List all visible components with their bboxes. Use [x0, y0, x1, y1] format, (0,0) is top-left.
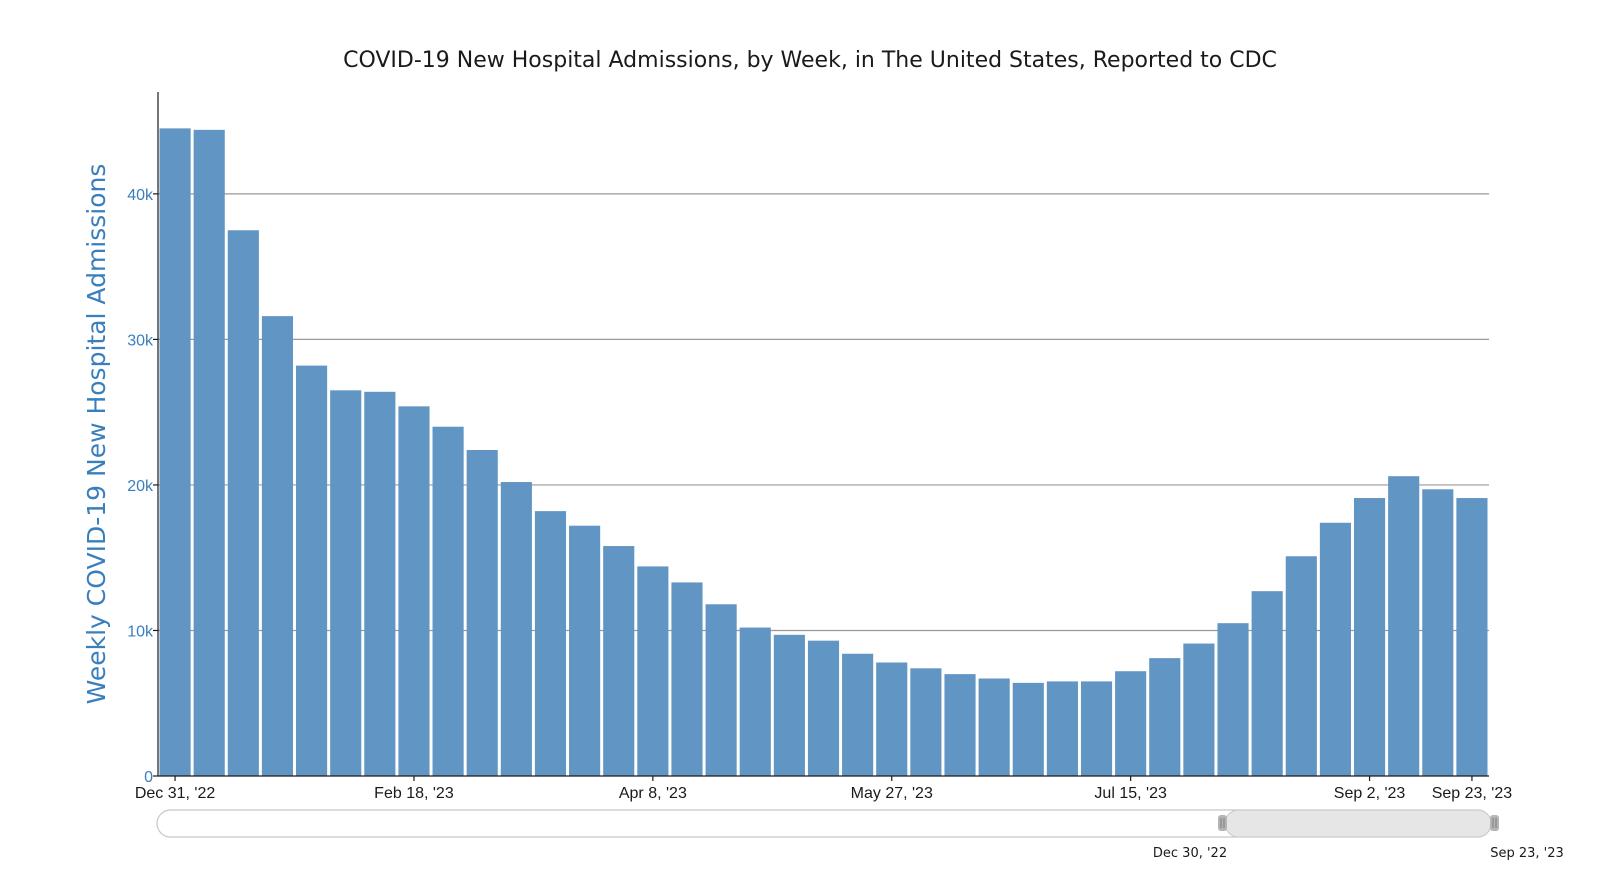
range-slider-left-handle[interactable] — [1218, 815, 1227, 831]
bar[interactable] — [944, 674, 976, 776]
bar[interactable] — [671, 582, 703, 776]
range-slider-end-label: Sep 23, '23 — [1490, 846, 1564, 861]
y-tick-label: 10k — [127, 623, 154, 640]
x-ticks: Dec 31, '22 Feb 18, '23 Apr 8, '23 May 27, … — [135, 776, 1512, 802]
bar[interactable] — [1251, 591, 1283, 776]
bar[interactable] — [227, 230, 259, 776]
x-tick-label: Jul 15, '23 — [1094, 785, 1167, 802]
bar[interactable] — [1456, 498, 1488, 776]
x-tick-label: Feb 18, '23 — [374, 785, 454, 802]
bar[interactable] — [773, 634, 805, 776]
bar[interactable] — [1115, 671, 1147, 776]
bar[interactable] — [159, 128, 191, 776]
bar[interactable] — [876, 662, 908, 776]
chart-title: COVID-19 New Hospital Admissions, by Wee… — [343, 48, 1277, 73]
bar[interactable] — [807, 640, 840, 776]
bar[interactable] — [534, 511, 567, 776]
range-slider[interactable]: Dec 30, '22 Sep 23, '23 — [156, 809, 1564, 861]
bar[interactable] — [432, 426, 464, 776]
axes — [157, 92, 1489, 777]
bar[interactable] — [1353, 498, 1386, 776]
bar[interactable] — [603, 546, 635, 776]
y-tick-label: 20k — [127, 478, 154, 495]
y-axis-label: Weekly COVID-19 New Hospital Admissions — [82, 164, 111, 705]
bar[interactable] — [910, 668, 942, 776]
x-tick-label: Apr 8, '23 — [619, 785, 687, 802]
bar[interactable] — [1046, 681, 1078, 776]
bar[interactable] — [1388, 476, 1420, 776]
bar[interactable] — [296, 365, 328, 776]
bar[interactable] — [364, 391, 396, 776]
bar[interactable] — [330, 390, 362, 776]
bars[interactable] — [159, 128, 1488, 777]
bar[interactable] — [1012, 682, 1044, 776]
bar[interactable] — [842, 653, 874, 776]
y-tick-label: 0 — [144, 769, 153, 786]
range-slider-window[interactable] — [1224, 809, 1492, 838]
bar[interactable] — [1217, 623, 1249, 776]
bar[interactable] — [466, 450, 498, 776]
bar[interactable] — [1183, 643, 1215, 776]
range-slider-start-label: Dec 30, '22 — [1153, 846, 1227, 861]
bar[interactable] — [739, 627, 771, 776]
bar[interactable] — [500, 482, 532, 776]
bar[interactable] — [1080, 681, 1113, 776]
x-tick-label: Sep 23, '23 — [1432, 785, 1513, 802]
bar[interactable] — [705, 604, 737, 776]
y-ticks: 0 10k 20k 30k 40k — [127, 187, 158, 786]
x-tick-label: May 27, '23 — [851, 785, 933, 802]
bar[interactable] — [569, 525, 601, 776]
bar[interactable] — [637, 566, 669, 776]
bar[interactable] — [978, 678, 1010, 776]
bar[interactable] — [1285, 556, 1317, 776]
bar[interactable] — [193, 129, 225, 777]
bar[interactable] — [1319, 522, 1351, 776]
bar[interactable] — [1422, 489, 1454, 776]
bar[interactable] — [398, 406, 430, 776]
y-tick-label: 40k — [127, 187, 154, 204]
x-tick-label: Sep 2, '23 — [1334, 785, 1406, 802]
bar[interactable] — [1149, 658, 1181, 776]
bar[interactable] — [261, 316, 294, 776]
y-tick-label: 30k — [127, 332, 154, 349]
x-tick-label: Dec 31, '22 — [135, 785, 216, 802]
range-slider-right-handle[interactable] — [1490, 815, 1499, 831]
